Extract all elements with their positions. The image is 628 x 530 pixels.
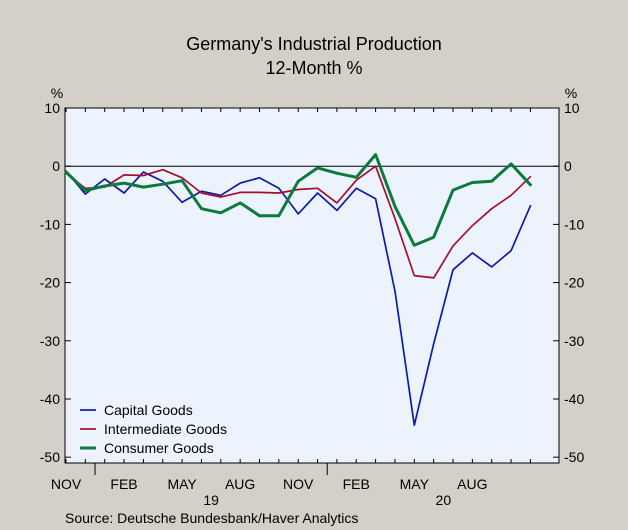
y-tick-label-right: 10: [564, 100, 580, 116]
series-line-capital-goods: [65, 170, 532, 427]
y-tick-label-right: -20: [564, 275, 584, 291]
chart-subtitle: 12-Month %: [265, 58, 362, 78]
x-year-label: 20: [436, 492, 452, 508]
axes-layer: 10 10 0 0 -10 -10 -20 -20 -30 -30 -40 -40 -50 -50 NOV F…: [40, 100, 585, 508]
y-tick-label-left: 0: [52, 158, 60, 174]
y-axis-unit-right: %: [565, 85, 577, 101]
y-tick-label-right: -50: [564, 449, 584, 465]
x-year-label: 19: [203, 492, 219, 508]
plot-area: [64, 107, 560, 464]
y-tick-label-right: -40: [564, 391, 584, 407]
y-tick-label-left: -30: [40, 333, 60, 349]
series-line-intermediate-goods: [65, 165, 532, 279]
y-tick-label-right: 0: [564, 158, 572, 174]
series-layer: [64, 153, 532, 427]
chart-title: Germany's Industrial Production: [186, 34, 442, 54]
y-tick-label-right: -30: [564, 333, 584, 349]
legend: Capital Goods Intermediate Goods Consumer …: [80, 402, 227, 456]
series-line-consumer-goods: [64, 153, 532, 247]
x-month-label: MAY: [167, 476, 197, 492]
source-note: Source: Deutsche Bundesbank/Haver Analyt…: [65, 510, 358, 526]
x-month-label: AUG: [457, 476, 487, 492]
y-tick-label-left: -50: [40, 449, 60, 465]
x-month-label: NOV: [51, 476, 82, 492]
y-tick-label-left: -40: [40, 391, 60, 407]
y-tick-label-right: -10: [564, 216, 584, 232]
x-month-label: FEB: [110, 476, 137, 492]
y-axis-unit-left: %: [51, 85, 63, 101]
x-month-label: NOV: [283, 476, 314, 492]
legend-label-2: Consumer Goods: [104, 440, 214, 456]
y-tick-label-left: -20: [40, 275, 60, 291]
y-tick-label-left: 10: [44, 100, 60, 116]
x-month-label: AUG: [225, 476, 255, 492]
x-month-label: FEB: [343, 476, 370, 492]
x-month-label: MAY: [400, 476, 430, 492]
legend-label-0: Capital Goods: [104, 402, 193, 418]
legend-label-1: Intermediate Goods: [104, 421, 227, 437]
y-tick-label-left: -10: [40, 216, 60, 232]
